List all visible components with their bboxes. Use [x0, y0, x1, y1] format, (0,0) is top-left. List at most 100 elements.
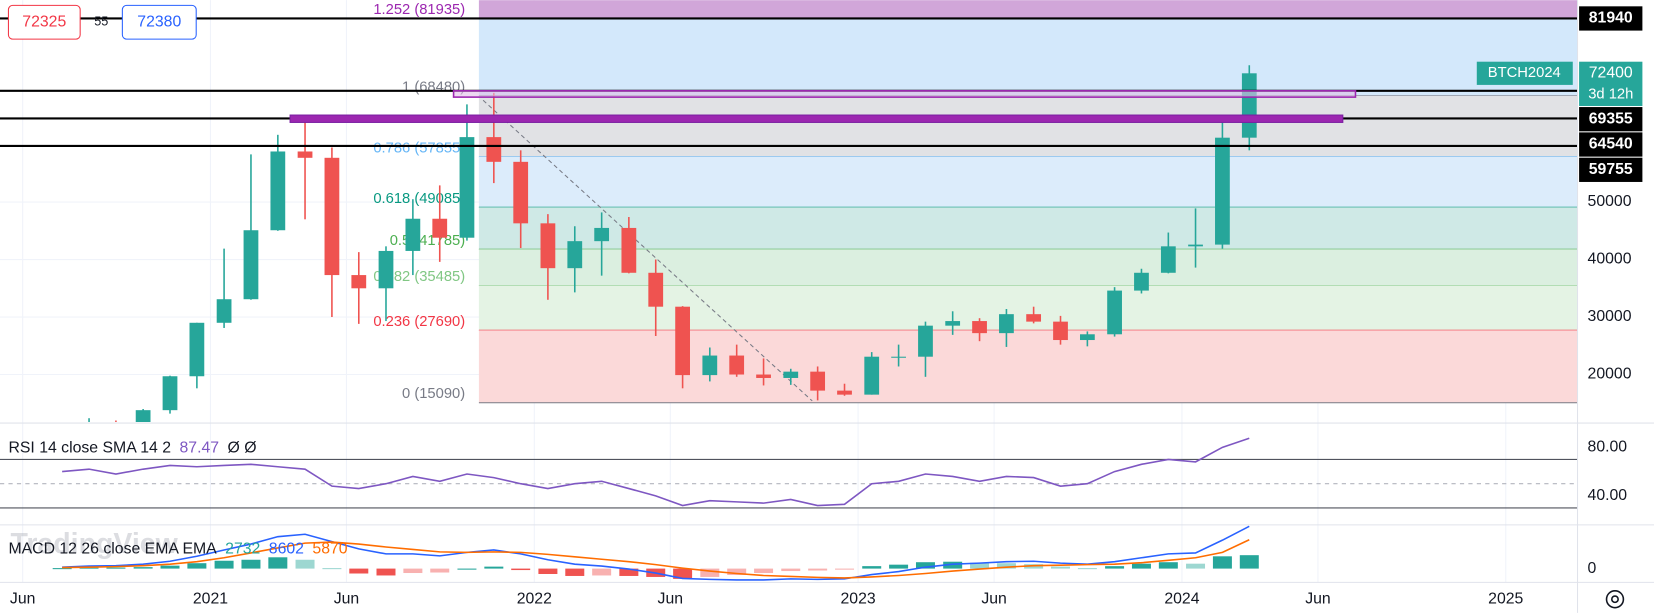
trend-line	[482, 99, 813, 402]
candle-body	[1053, 321, 1068, 341]
macd-tick-label: 0	[1588, 560, 1597, 577]
candle-body	[486, 137, 502, 162]
y-tick-label: 40000	[1588, 251, 1632, 268]
x-tick-label: Jun	[10, 590, 36, 607]
watermark: TradingView	[11, 528, 179, 560]
candle-body	[567, 241, 583, 269]
candle-body	[810, 371, 826, 391]
macd-histogram-bar	[1077, 568, 1097, 570]
candle-body	[297, 151, 313, 158]
candle-body	[621, 227, 637, 273]
macd-histogram-bar	[484, 566, 504, 569]
x-tick-label: 2022	[517, 590, 552, 607]
candle-body	[945, 321, 961, 326]
bid: 72325	[22, 13, 66, 30]
x-tick-label: 2023	[841, 590, 876, 607]
fib-label: 0 (15090)	[402, 386, 465, 402]
macd-histogram-bar	[592, 568, 612, 576]
fib-label: 0.382 (35485)	[373, 269, 465, 285]
ask-box[interactable]	[121, 4, 197, 40]
macd-hist-value: 2732	[225, 541, 260, 558]
macd-histogram-bar	[835, 568, 855, 570]
drawings	[482, 99, 813, 402]
candle-body	[999, 314, 1014, 334]
macd-histogram-bar	[808, 568, 828, 571]
macd-histogram-bar	[187, 563, 207, 569]
current-symbol: BTCH2024	[1488, 65, 1561, 81]
rsi-legend: RSI 14 close SMA 14 2 87.47 Ø Ø	[8, 440, 256, 457]
y-tick-label: 50000	[1588, 193, 1632, 210]
macd-histogram-bar	[619, 568, 639, 576]
macd-legend: MACD 12 26 close EMA EMA 2732 8602 5870	[8, 541, 347, 558]
macd-histogram-bar	[1158, 562, 1178, 569]
macd-histogram-bar	[1105, 566, 1125, 569]
fib-label: 0.5 (41785)	[390, 233, 465, 249]
candle-body	[837, 390, 852, 395]
x-tick-label: Jun	[334, 590, 360, 607]
macd-histogram-bar	[915, 562, 935, 569]
rsi-extra: Ø Ø	[228, 440, 257, 457]
candle-body	[702, 355, 718, 376]
price-label-box	[1579, 132, 1643, 157]
settings-icon[interactable]	[1605, 589, 1625, 609]
fib-label: 1.252 (81935)	[373, 2, 465, 18]
candle-body	[1107, 290, 1122, 335]
candle-body	[756, 374, 771, 378]
macd-histogram-bar	[862, 566, 882, 569]
candle-body	[162, 376, 178, 411]
rsi-legend-text: RSI 14 close SMA 14 2 87.47 Ø Ø	[8, 440, 256, 457]
price-label: 59755	[1589, 161, 1633, 178]
macd-histogram-bar	[52, 568, 72, 570]
price-label: 64540	[1589, 136, 1633, 153]
macd-histogram-bar	[700, 568, 720, 577]
macd-histogram-bar	[565, 568, 585, 576]
fib-band	[478, 330, 1577, 403]
fib-retracement: 1.252 (81935)1 (68480)0.786 (57855)0.618…	[373, 0, 1577, 404]
candle-body	[648, 272, 664, 307]
candle-body	[459, 137, 475, 238]
candle-body	[405, 218, 421, 251]
macd-histogram-bar	[349, 568, 369, 574]
macd-histogram-bar	[376, 568, 396, 576]
candle-body	[1134, 272, 1149, 291]
signal-line	[62, 539, 1250, 579]
current-symbol-box	[1476, 61, 1573, 85]
macd-histogram-bar	[1239, 555, 1259, 569]
candle-body	[270, 151, 286, 231]
rsi-tick-label: 80.00	[1588, 438, 1628, 455]
macd-histogram-bar	[511, 568, 531, 571]
candle-body	[216, 299, 232, 323]
x-tick-label: Jun	[1305, 590, 1330, 607]
fib-band	[478, 156, 1577, 208]
fib-band	[478, 18, 1577, 96]
candle-body	[540, 223, 556, 269]
candle-body	[1215, 137, 1230, 245]
price-label: 81940	[1589, 10, 1633, 27]
macd-signal-value: 5870	[312, 541, 347, 558]
current-price: 72400	[1589, 64, 1633, 81]
fib-band	[478, 95, 1577, 157]
candle-body	[1241, 73, 1257, 138]
candle-body	[864, 356, 880, 395]
rsi-label: RSI 14 close SMA 14 2	[8, 440, 171, 457]
candle-body	[729, 355, 745, 375]
macd-histogram-bar	[1131, 563, 1151, 569]
macd-histogram-bar	[403, 568, 423, 574]
rsi-line	[62, 437, 1250, 507]
fib-label: 0.786 (57855)	[373, 140, 465, 156]
macd-histogram-bar	[754, 568, 774, 574]
candles	[88, 65, 1257, 423]
candle-body	[783, 371, 799, 378]
macd-line	[62, 525, 1250, 581]
candle-body	[918, 325, 933, 357]
bid-box[interactable]	[7, 4, 81, 40]
fib-band	[478, 249, 1577, 286]
macd-histogram-bar	[268, 557, 288, 569]
macd-histogram-bar	[996, 563, 1016, 569]
macd-histogram-bar	[295, 559, 315, 569]
current-price-box	[1579, 61, 1643, 107]
macd-line-value: 8602	[269, 541, 304, 558]
